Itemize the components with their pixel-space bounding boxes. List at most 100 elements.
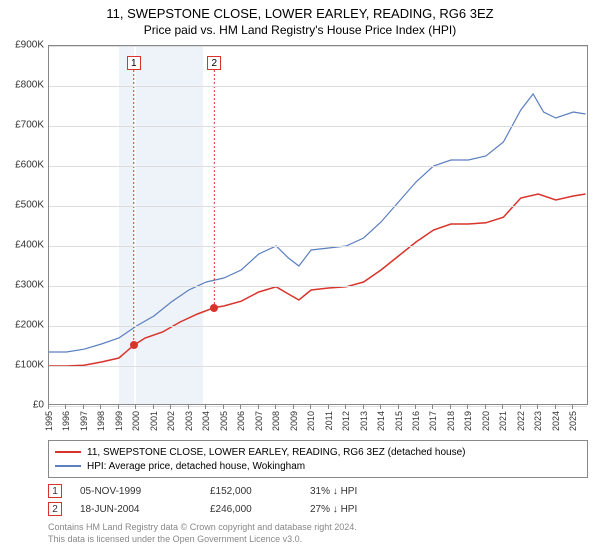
- x-tick-label: 2016: [411, 411, 421, 431]
- y-tick-label: £100K: [15, 360, 44, 371]
- grid-line: [49, 406, 587, 407]
- x-tick-label: 2018: [446, 411, 456, 431]
- x-tick-label: 2004: [201, 411, 211, 431]
- x-tick-label: 2005: [219, 411, 229, 431]
- sale-marker-dot: [130, 341, 138, 349]
- sale-date: 05-NOV-1999: [80, 486, 210, 497]
- grid-line: [49, 86, 587, 87]
- x-tick: [258, 405, 259, 409]
- y-tick-label: £700K: [15, 120, 44, 131]
- footer: Contains HM Land Registry data © Crown c…: [48, 522, 357, 545]
- y-tick-label: £300K: [15, 280, 44, 291]
- y-tick-label: £200K: [15, 320, 44, 331]
- sale-marker-dot: [210, 304, 218, 312]
- x-tick-label: 2002: [166, 411, 176, 431]
- sale-price: £246,000: [210, 504, 310, 515]
- x-tick-label: 2012: [341, 411, 351, 431]
- x-tick: [83, 405, 84, 409]
- sale-row: 218-JUN-2004£246,00027% ↓ HPI: [48, 500, 410, 518]
- sale-marker-box: 2: [207, 56, 221, 70]
- x-tick-label: 2003: [184, 411, 194, 431]
- footer-line2: This data is licensed under the Open Gov…: [48, 534, 357, 546]
- x-tick: [572, 405, 573, 409]
- x-tick: [345, 405, 346, 409]
- x-tick: [170, 405, 171, 409]
- x-tick-label: 2000: [131, 411, 141, 431]
- x-tick: [135, 405, 136, 409]
- x-tick: [415, 405, 416, 409]
- sales-table: 1 05-NOV-1999£152,00031% ↓ HPI 218-JUN-200…: [48, 482, 410, 518]
- legend-item: 11, SWEPSTONE CLOSE, LOWER EARLEY, READI…: [55, 445, 581, 459]
- grid-line: [49, 46, 587, 47]
- x-tick: [485, 405, 486, 409]
- sale-date: 18-JUN-2004: [80, 504, 210, 515]
- x-tick-label: 2025: [568, 411, 578, 431]
- sale-idx-box: 1: [48, 484, 62, 498]
- x-tick: [555, 405, 556, 409]
- x-tick-label: 1995: [44, 411, 54, 431]
- x-tick: [48, 405, 49, 409]
- x-tick-label: 2008: [271, 411, 281, 431]
- chart-container: 11, SWEPSTONE CLOSE, LOWER EARLEY, READI…: [0, 0, 600, 560]
- x-tick: [432, 405, 433, 409]
- x-tick-label: 2023: [533, 411, 543, 431]
- x-tick: [398, 405, 399, 409]
- x-tick-label: 2022: [516, 411, 526, 431]
- x-tick-label: 2013: [359, 411, 369, 431]
- x-tick: [188, 405, 189, 409]
- x-tick-label: 2015: [394, 411, 404, 431]
- sale-row: 1 05-NOV-1999£152,00031% ↓ HPI: [48, 482, 410, 500]
- series-svg: [49, 46, 589, 406]
- footer-line1: Contains HM Land Registry data © Crown c…: [48, 522, 357, 534]
- sale-price: £152,000: [210, 486, 310, 497]
- x-tick: [380, 405, 381, 409]
- x-tick-label: 1998: [96, 411, 106, 431]
- x-tick-label: 2014: [376, 411, 386, 431]
- x-tick: [240, 405, 241, 409]
- grid-line: [49, 206, 587, 207]
- x-tick-label: 1996: [61, 411, 71, 431]
- x-tick-label: 2007: [254, 411, 264, 431]
- legend-item: HPI: Average price, detached house, Woki…: [55, 459, 581, 473]
- x-tick-label: 2009: [289, 411, 299, 431]
- x-tick-label: 2001: [149, 411, 159, 431]
- x-tick: [450, 405, 451, 409]
- grid-line: [49, 326, 587, 327]
- legend-swatch: [55, 451, 81, 453]
- x-tick: [65, 405, 66, 409]
- sale-diff: 31% ↓ HPI: [310, 486, 410, 497]
- x-tick: [153, 405, 154, 409]
- y-tick-label: £600K: [15, 160, 44, 171]
- title-block: 11, SWEPSTONE CLOSE, LOWER EARLEY, READI…: [0, 0, 600, 37]
- x-tick: [537, 405, 538, 409]
- chart-area: 12 £0£100K£200K£300K£400K£500K£600K£700K…: [48, 45, 588, 405]
- x-tick: [118, 405, 119, 409]
- plot-area: 12: [48, 45, 588, 405]
- legend: 11, SWEPSTONE CLOSE, LOWER EARLEY, READI…: [48, 440, 588, 478]
- x-tick: [310, 405, 311, 409]
- y-tick-label: £900K: [15, 40, 44, 51]
- title-main: 11, SWEPSTONE CLOSE, LOWER EARLEY, READI…: [0, 6, 600, 21]
- x-tick: [100, 405, 101, 409]
- series-price_paid: [49, 194, 586, 366]
- x-tick: [223, 405, 224, 409]
- x-tick: [502, 405, 503, 409]
- grid-line: [49, 166, 587, 167]
- x-tick-label: 2024: [551, 411, 561, 431]
- x-tick: [293, 405, 294, 409]
- sale-diff: 27% ↓ HPI: [310, 504, 410, 515]
- x-tick: [205, 405, 206, 409]
- x-tick: [275, 405, 276, 409]
- series-hpi: [49, 94, 586, 352]
- x-tick: [520, 405, 521, 409]
- x-tick-label: 2011: [324, 411, 334, 430]
- legend-label: 11, SWEPSTONE CLOSE, LOWER EARLEY, READI…: [87, 447, 465, 458]
- y-tick-label: £500K: [15, 200, 44, 211]
- x-tick: [328, 405, 329, 409]
- grid-line: [49, 126, 587, 127]
- legend-swatch: [55, 465, 81, 467]
- grid-line: [49, 246, 587, 247]
- x-tick: [467, 405, 468, 409]
- y-tick-label: £0: [33, 400, 44, 411]
- x-tick-label: 1999: [114, 411, 124, 431]
